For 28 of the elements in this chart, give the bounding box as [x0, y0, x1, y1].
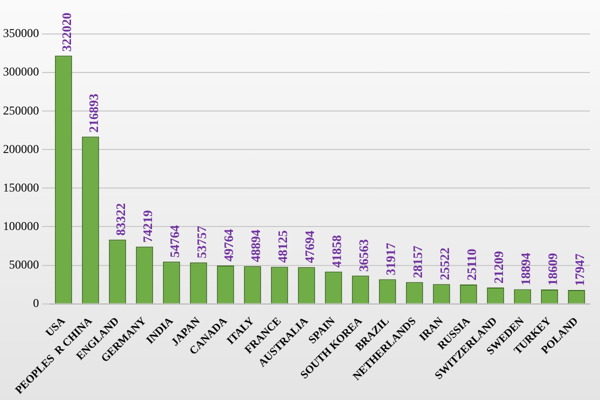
- data-label: 25522: [436, 248, 452, 280]
- y-tick-label: 150000: [3, 180, 39, 194]
- data-label: 18894: [518, 252, 533, 286]
- data-label: 21209: [490, 250, 506, 284]
- data-label: 25110: [464, 248, 479, 280]
- data-label: 216893: [86, 93, 101, 133]
- y-tick-label: 200000: [3, 142, 39, 156]
- y-tick-label: 250000: [3, 103, 39, 118]
- data-label: 18609: [544, 252, 560, 286]
- y-tick-label: 350000: [3, 26, 39, 40]
- data-label: 17947: [572, 253, 587, 286]
- y-tick-label: 0: [33, 296, 39, 310]
- data-label: 41858: [328, 234, 344, 268]
- y-tick-label: 100000: [3, 218, 39, 233]
- data-label: 31917: [382, 242, 398, 276]
- data-label: 36563: [356, 238, 371, 272]
- data-label: 74219: [140, 210, 155, 243]
- y-tick-label: 300000: [3, 64, 39, 79]
- data-label: 83322: [112, 203, 128, 236]
- data-label: 53757: [194, 225, 209, 258]
- data-label: 47694: [302, 230, 317, 264]
- data-label: 48125: [274, 230, 290, 263]
- data-label: 54764: [166, 224, 182, 258]
- data-label: 28157: [410, 245, 425, 278]
- data-label: 48894: [248, 229, 263, 262]
- data-label: 49764: [220, 228, 236, 262]
- y-tick-label: 50000: [9, 257, 39, 272]
- data-label: 322020: [58, 12, 74, 52]
